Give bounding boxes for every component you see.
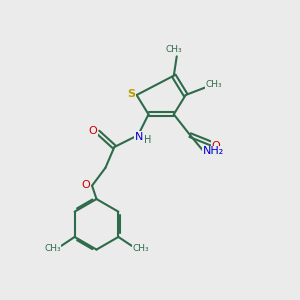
- Text: NH₂: NH₂: [203, 146, 224, 157]
- Text: CH₃: CH₃: [206, 80, 222, 89]
- Text: S: S: [127, 89, 135, 99]
- Text: CH₃: CH₃: [132, 244, 149, 253]
- Text: O: O: [212, 140, 220, 151]
- Text: N: N: [134, 132, 143, 142]
- Text: CH₃: CH₃: [166, 45, 182, 54]
- Text: H: H: [144, 136, 151, 146]
- Text: O: O: [82, 180, 91, 190]
- Text: O: O: [88, 126, 97, 136]
- Text: CH₃: CH₃: [44, 244, 61, 253]
